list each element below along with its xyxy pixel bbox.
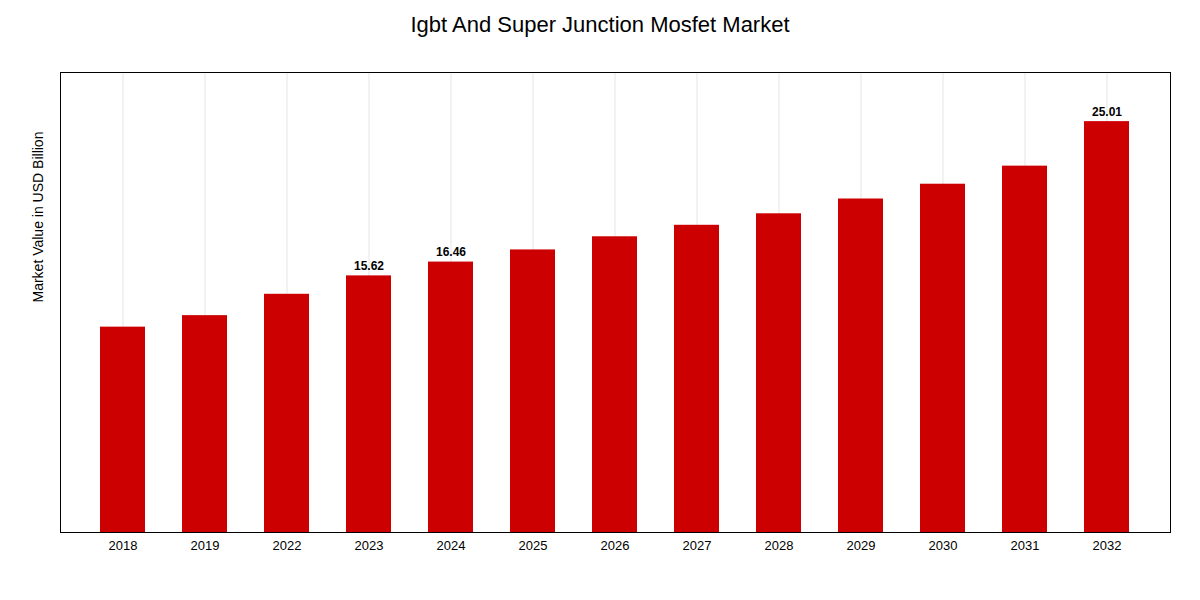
svg-text:2029: 2029	[847, 538, 876, 553]
svg-text:2025: 2025	[519, 538, 548, 553]
svg-text:2032: 2032	[1093, 538, 1122, 553]
svg-text:2023: 2023	[355, 538, 384, 553]
svg-text:2026: 2026	[601, 538, 630, 553]
html-text:Igbt And Super Junction Mosfet: Igbt And Super Junction Mosfet Market	[410, 12, 790, 37]
svg-text:2030: 2030	[929, 538, 958, 553]
svg-text:2027: 2027	[683, 538, 712, 553]
svg-text:16.46: 16.46	[436, 245, 466, 259]
svg-text:2019: 2019	[191, 538, 220, 553]
svg-text:2028: 2028	[765, 538, 794, 553]
svg-text:15.62: 15.62	[354, 259, 384, 273]
svg-text:25.01: 25.01	[1092, 105, 1122, 119]
svg-text:2031: 2031	[1011, 538, 1040, 553]
svg-text:2024: 2024	[437, 538, 466, 553]
svg-text:Market Value in USD Billion: Market Value in USD Billion	[30, 132, 46, 303]
svg-text:2022: 2022	[273, 538, 302, 553]
svg-text:2018: 2018	[109, 538, 138, 553]
